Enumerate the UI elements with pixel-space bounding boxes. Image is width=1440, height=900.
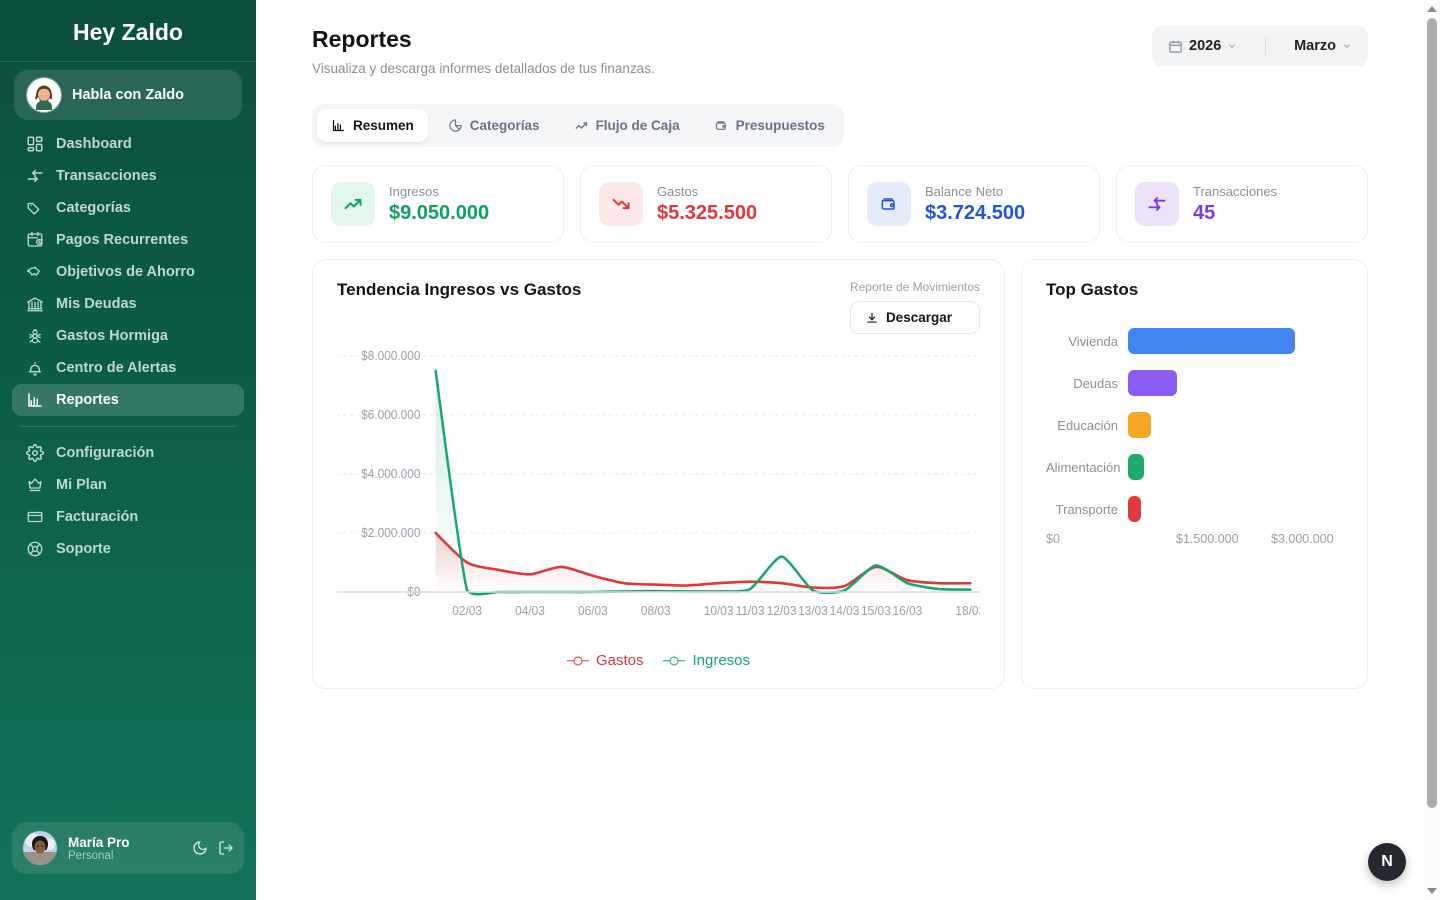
svg-text:13/03: 13/03 bbox=[798, 604, 828, 618]
svg-text:02/03: 02/03 bbox=[452, 604, 482, 618]
svg-text:04/03: 04/03 bbox=[515, 604, 545, 618]
svg-text:$8.000.000: $8.000.000 bbox=[361, 349, 421, 363]
svg-text:06/03: 06/03 bbox=[578, 604, 608, 618]
svg-text:$2.000.000: $2.000.000 bbox=[361, 526, 421, 540]
svg-text:12/03: 12/03 bbox=[767, 604, 797, 618]
svg-text:10/03: 10/03 bbox=[704, 604, 734, 618]
svg-text:18/03: 18/03 bbox=[955, 604, 980, 618]
svg-text:14/03: 14/03 bbox=[830, 604, 860, 618]
svg-text:16/03: 16/03 bbox=[893, 604, 923, 618]
svg-text:08/03: 08/03 bbox=[641, 604, 671, 618]
svg-text:$6.000.000: $6.000.000 bbox=[361, 408, 421, 422]
svg-text:11/03: 11/03 bbox=[736, 604, 765, 618]
svg-text:$4.000.000: $4.000.000 bbox=[361, 467, 421, 481]
svg-text:15/03: 15/03 bbox=[861, 604, 891, 618]
